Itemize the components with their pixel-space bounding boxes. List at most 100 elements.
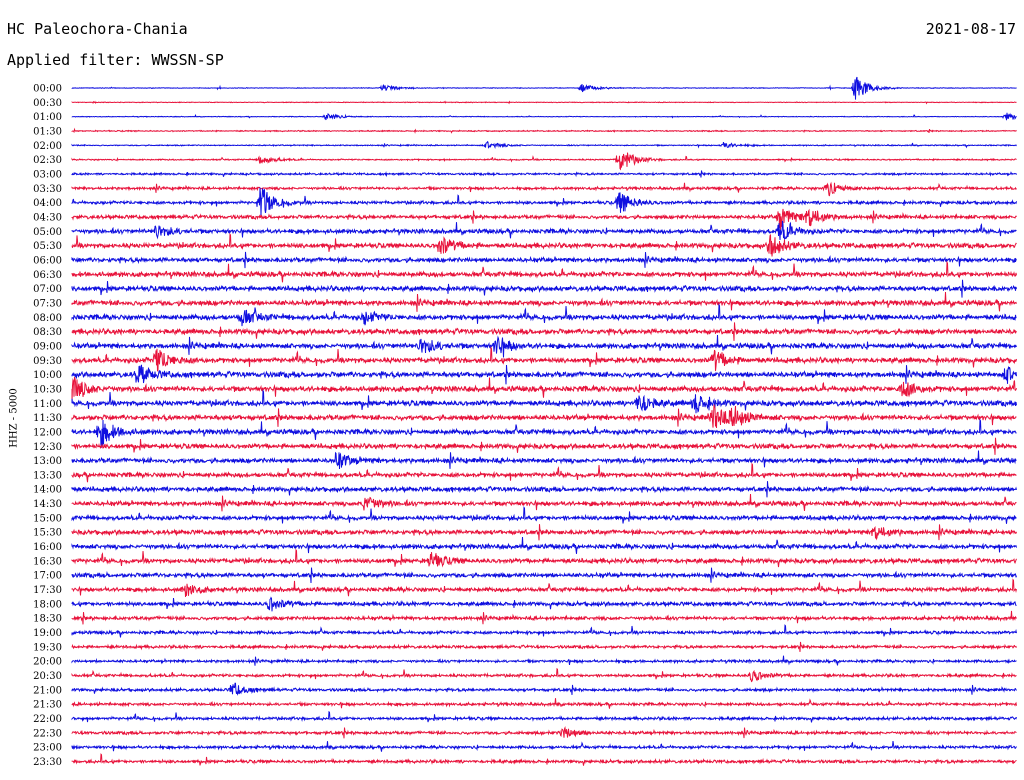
seismic-trace-0500: [71, 220, 1017, 241]
seismic-trace-0000: [71, 76, 1017, 100]
row-time-label: 12:30: [33, 442, 62, 453]
seismic-trace-2100: [71, 682, 1017, 696]
row-time-label: 08:30: [33, 327, 62, 338]
seismic-trace-2030: [71, 667, 1017, 683]
row-time-label: 05:30: [33, 241, 62, 252]
seismic-trace-1230: [71, 437, 1017, 455]
seismic-trace-1800: [71, 596, 1017, 612]
row-time-label: 15:30: [33, 528, 62, 539]
row-time-label: 21:30: [33, 700, 62, 711]
seismic-trace-0330: [71, 181, 1017, 197]
row-time-label: 07:30: [33, 298, 62, 309]
row-time-label: 09:30: [33, 356, 62, 367]
seismic-trace-1900: [71, 624, 1017, 638]
row-time-label: 04:00: [33, 198, 62, 209]
seismic-trace-0400: [71, 187, 1017, 216]
row-time-label: 23:30: [33, 757, 62, 768]
row-time-label: 10:00: [33, 370, 62, 381]
seismic-trace-1200: [71, 418, 1017, 449]
row-time-label: 17:00: [33, 571, 62, 582]
row-time-label: 17:30: [33, 585, 62, 596]
row-time-label: 19:30: [33, 642, 62, 653]
row-time-label: 10:30: [33, 384, 62, 395]
seismic-trace-1600: [71, 536, 1017, 554]
row-time-label: 20:30: [33, 671, 62, 682]
row-time-label: 09:00: [33, 341, 62, 352]
seismic-trace-1300: [71, 450, 1017, 470]
seismic-trace-2130: [71, 698, 1017, 709]
seismic-trace-0030: [71, 100, 1017, 105]
seismic-trace-2000: [71, 655, 1017, 666]
seismic-trace-1130: [71, 404, 1017, 429]
seismic-trace-1530: [71, 524, 1017, 541]
row-time-label: 11:00: [33, 399, 62, 410]
seismic-trace-0830: [71, 322, 1017, 341]
seismic-trace-1100: [71, 389, 1017, 414]
seismic-trace-1630: [71, 548, 1017, 568]
row-time-label: 01:30: [33, 126, 62, 137]
seismic-trace-0900: [71, 334, 1017, 358]
seismic-trace-0800: [71, 302, 1017, 327]
row-time-label: 02:00: [33, 141, 62, 152]
seismic-trace-0230: [71, 152, 1017, 171]
row-time-label: 13:30: [33, 470, 62, 481]
seismic-trace-0300: [71, 170, 1017, 178]
row-time-label: 00:30: [33, 98, 62, 109]
row-time-label: 21:00: [33, 685, 62, 696]
seismic-trace-1500: [71, 506, 1017, 524]
seismic-trace-0600: [71, 251, 1017, 269]
date-label: 2021-08-17: [925, 20, 1016, 38]
seismic-trace-1930: [71, 641, 1017, 652]
row-time-label: 14:00: [33, 485, 62, 496]
seismic-trace-0930: [71, 346, 1017, 372]
seismic-trace-2300: [71, 741, 1017, 752]
row-time-label: 15:00: [33, 513, 62, 524]
row-time-label: 16:00: [33, 542, 62, 553]
seismic-trace-2230: [71, 725, 1017, 739]
row-time-label: 07:00: [33, 284, 62, 295]
seismic-trace-1430: [71, 493, 1017, 512]
station-title: HC Paleochora-Chania: [7, 20, 188, 38]
row-time-label: 03:30: [33, 184, 62, 195]
row-time-label: 06:30: [33, 270, 62, 281]
row-time-label: 05:00: [33, 227, 62, 238]
filter-label: Applied filter: WWSSN-SP: [7, 51, 224, 69]
row-time-label: 04:30: [33, 212, 62, 223]
row-time-label: 01:00: [33, 112, 62, 123]
row-time-label: 12:00: [33, 427, 62, 438]
seismic-trace-1830: [71, 610, 1017, 625]
row-time-label: 22:00: [33, 714, 62, 725]
row-time-label: 19:00: [33, 628, 62, 639]
row-time-label: 02:30: [33, 155, 62, 166]
row-time-label: 03:00: [33, 169, 62, 180]
seismic-trace-1030: [71, 376, 1017, 402]
seismic-trace-0100: [71, 112, 1017, 121]
seismic-trace-1730: [71, 578, 1017, 598]
seismic-trace-1400: [71, 481, 1017, 498]
row-time-label: 20:00: [33, 657, 62, 668]
seismic-trace-2330: [71, 753, 1017, 766]
seismic-trace-0630: [71, 260, 1017, 283]
row-time-label: 14:30: [33, 499, 62, 510]
row-time-label: 23:00: [33, 743, 62, 754]
seismic-trace-0200: [71, 140, 1017, 150]
seismic-trace-0530: [71, 232, 1017, 257]
seismic-trace-2200: [71, 710, 1017, 723]
row-time-label: 00:00: [33, 84, 62, 95]
seismic-trace-0430: [71, 208, 1017, 230]
row-time-label: 16:30: [33, 556, 62, 567]
row-time-label: 18:30: [33, 614, 62, 625]
row-time-label: 11:30: [33, 413, 62, 424]
row-time-label: 08:00: [33, 313, 62, 324]
seismic-trace-0130: [71, 127, 1017, 134]
row-time-label: 13:00: [33, 456, 62, 467]
row-time-label: 06:00: [33, 255, 62, 266]
seismic-trace-1330: [71, 462, 1017, 483]
seismic-trace-1700: [71, 567, 1017, 584]
seismic-trace-1000: [71, 364, 1017, 385]
row-time-label: 18:00: [33, 599, 62, 610]
seismic-trace-0700: [71, 279, 1017, 298]
seismic-trace-0730: [71, 291, 1017, 312]
row-time-label: 22:30: [33, 728, 62, 739]
